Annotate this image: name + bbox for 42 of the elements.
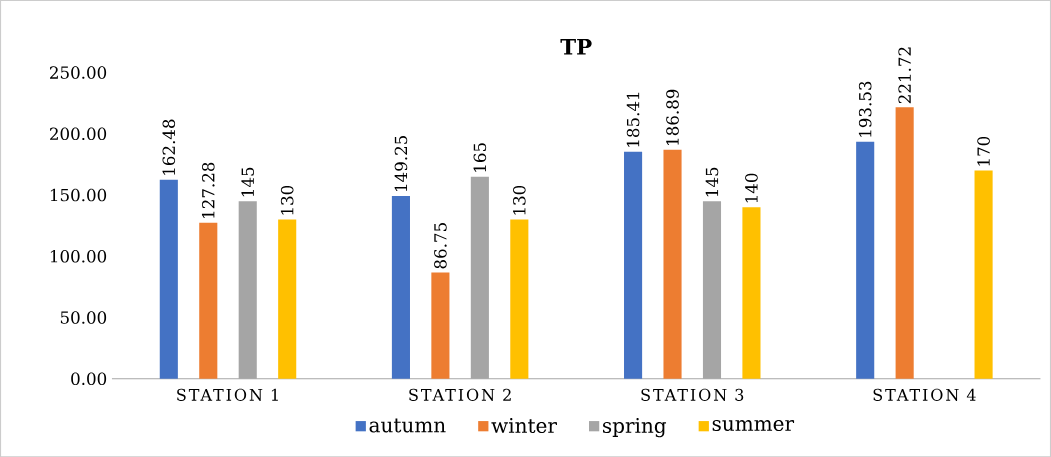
data-label: 86.75 <box>434 222 447 269</box>
bar <box>278 219 297 379</box>
data-label: 162.48 <box>162 119 176 175</box>
bar <box>159 179 178 379</box>
x-tick-label: STATION 1 <box>177 388 278 401</box>
y-tick-label: 250.00 <box>50 66 107 79</box>
bar <box>391 195 410 379</box>
data-label: 127.28 <box>201 162 215 218</box>
y-tick-label: 100.00 <box>50 249 107 263</box>
data-label: 149.25 <box>394 135 408 191</box>
data-label: 170 <box>977 136 990 166</box>
x-tick-label: STATION 3 <box>641 388 744 401</box>
data-label: 145 <box>705 167 719 197</box>
y-tick-label: 150.00 <box>50 188 107 202</box>
data-label: 130 <box>280 185 294 215</box>
data-label: 145 <box>241 167 255 197</box>
bar <box>624 151 643 379</box>
y-tick-label: 200.00 <box>50 127 107 140</box>
y-tick-label: 50.00 <box>60 311 107 324</box>
legend-label: autumn <box>369 418 446 433</box>
bar <box>199 222 218 379</box>
bar <box>431 272 450 379</box>
x-tick-label: STATION 4 <box>873 388 976 401</box>
data-label: 193.53 <box>858 81 872 137</box>
bar <box>510 219 529 379</box>
bar <box>974 170 993 379</box>
chart-title: TP <box>560 38 592 55</box>
bar <box>856 141 875 379</box>
y-tick-label: 0.00 <box>71 372 107 385</box>
bar <box>742 207 761 379</box>
bar <box>895 107 914 379</box>
data-label: 130 <box>513 185 526 215</box>
data-label: 165 <box>473 143 487 172</box>
legend-label: winter <box>491 417 557 433</box>
bar <box>663 149 682 379</box>
data-label: 221.72 <box>898 47 911 103</box>
legend-label: summer <box>712 419 795 431</box>
legend-label: spring <box>603 417 667 438</box>
data-label: 140 <box>745 173 758 203</box>
x-tick-label: STATION 2 <box>409 388 511 401</box>
data-label: 185.41 <box>626 92 640 147</box>
data-label: 186.89 <box>666 89 679 145</box>
